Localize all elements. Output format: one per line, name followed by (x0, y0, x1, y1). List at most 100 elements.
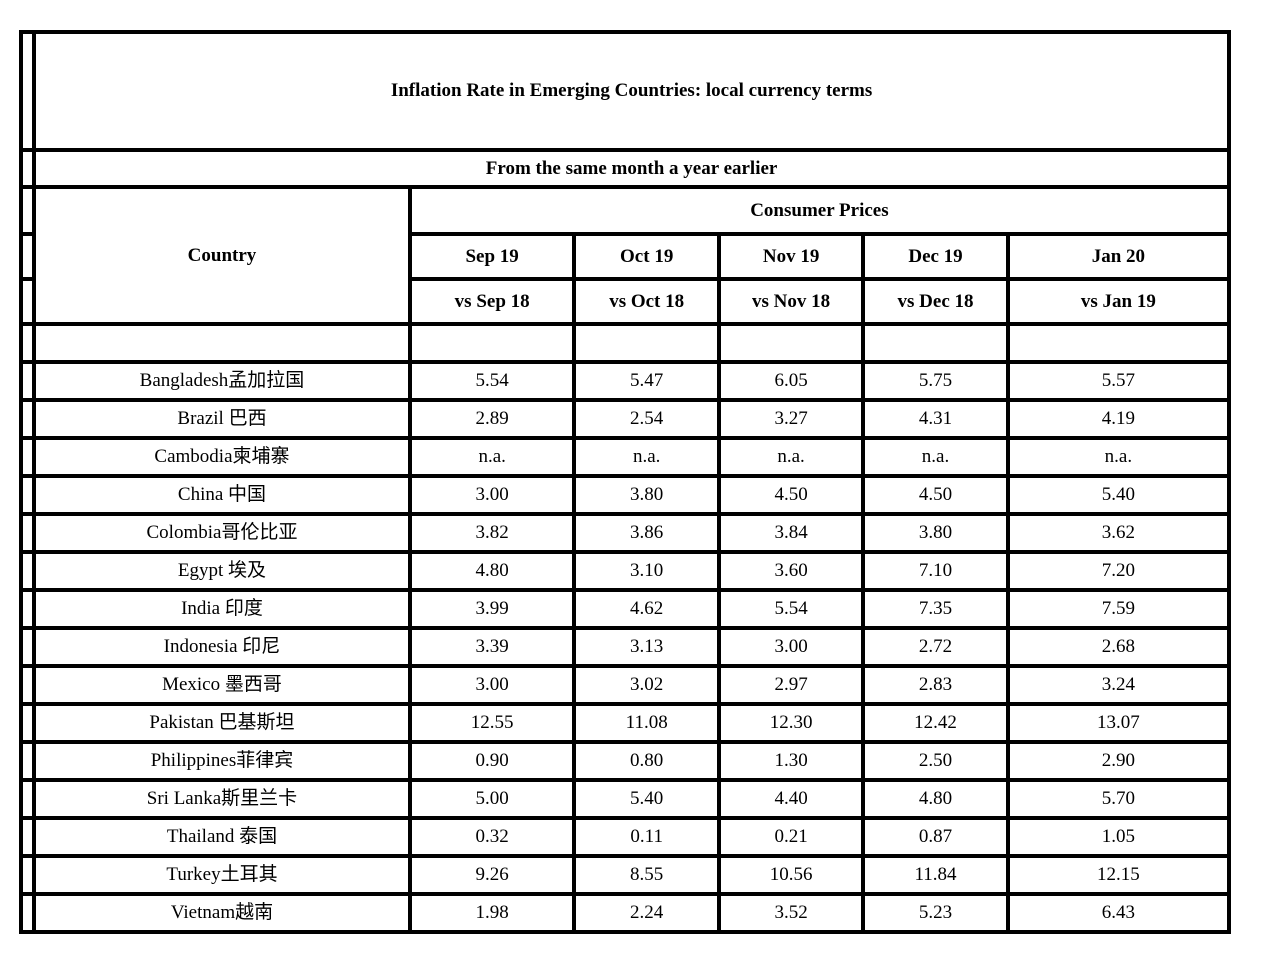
value-cell: 0.11 (572, 816, 721, 858)
value-cell: 7.59 (1005, 588, 1232, 630)
value-cell: 5.40 (1005, 474, 1232, 516)
empty-cell (407, 322, 577, 364)
value-cell: 6.43 (1005, 892, 1232, 934)
gutter-cell (18, 277, 37, 326)
gutter-cell (18, 148, 37, 189)
value-cell: 7.10 (861, 550, 1010, 592)
value-cell: 6.05 (716, 360, 866, 402)
value-cell: 13.07 (1005, 702, 1232, 744)
table-row: Sri Lanka斯里兰卡 5.00 5.40 4.40 4.80 5.70 (18, 778, 1232, 820)
gutter-cell (18, 436, 37, 478)
value-cell: 3.99 (407, 588, 577, 630)
table-row: Cambodia柬埔寨 n.a. n.a. n.a. n.a. n.a. (18, 436, 1232, 478)
value-cell: 0.90 (407, 740, 577, 782)
title-row: Inflation Rate in Emerging Countries: lo… (18, 30, 1231, 152)
gutter-cell (18, 30, 37, 152)
gutter-cell (18, 702, 37, 744)
group-header-row: Country Consumer Prices (18, 185, 1232, 326)
value-cell: 2.24 (572, 892, 721, 934)
value-cell: 5.70 (1005, 778, 1232, 820)
value-cell: 3.84 (716, 512, 866, 554)
value-cell: 4.50 (716, 474, 866, 516)
country-cell: Vietnam越南 (32, 892, 412, 934)
table-row: Bangladesh孟加拉国 5.54 5.47 6.05 5.75 5.57 (18, 360, 1232, 402)
value-cell: 12.30 (716, 702, 866, 744)
value-cell: 2.68 (1005, 626, 1232, 668)
value-cell: 9.26 (407, 854, 577, 896)
value-cell: 3.00 (407, 664, 577, 706)
table-subtitle: From the same month a year earlier (32, 148, 1231, 189)
value-cell: 2.83 (861, 664, 1010, 706)
gutter-cell (18, 854, 37, 896)
gutter-cell (18, 664, 37, 706)
subtitle-row: From the same month a year earlier (18, 148, 1231, 189)
value-cell: 12.42 (861, 702, 1010, 744)
value-cell: 1.30 (716, 740, 866, 782)
value-cell: 3.62 (1005, 512, 1232, 554)
country-cell: Indonesia 印尼 (32, 626, 412, 668)
page-title: Inflation Rate in Emerging Countries: lo… (32, 30, 1231, 152)
gutter-cell (18, 232, 37, 281)
value-cell: 3.82 (407, 512, 577, 554)
table-row: Philippines菲律宾 0.90 0.80 1.30 2.50 2.90 (18, 740, 1232, 782)
country-column-header: Country (32, 185, 412, 326)
gutter-cell (18, 512, 37, 554)
value-cell: 2.50 (861, 740, 1010, 782)
empty-cell (861, 322, 1010, 364)
value-cell: 5.54 (716, 588, 866, 630)
gutter-cell (18, 588, 37, 630)
country-cell: Bangladesh孟加拉国 (32, 360, 412, 402)
gutter-cell (18, 398, 37, 440)
gutter-cell (18, 626, 37, 668)
value-cell: 5.23 (861, 892, 1010, 934)
value-cell: 7.35 (861, 588, 1010, 630)
value-cell: 3.60 (716, 550, 866, 592)
empty-cell (1005, 322, 1232, 364)
value-cell: 2.97 (716, 664, 866, 706)
value-cell: 3.00 (716, 626, 866, 668)
value-cell: 3.86 (572, 512, 721, 554)
country-cell: Colombia哥伦比亚 (32, 512, 412, 554)
value-cell: 3.02 (572, 664, 721, 706)
table-row: Pakistan 巴基斯坦 12.55 11.08 12.30 12.42 13.07 (18, 702, 1232, 744)
table-row: Turkey土耳其 9.26 8.55 10.56 11.84 12.15 (18, 854, 1232, 896)
value-cell: 5.40 (572, 778, 721, 820)
gutter-cell (18, 322, 37, 364)
value-cell: 5.00 (407, 778, 577, 820)
gutter-cell (18, 360, 37, 402)
country-cell: Philippines菲律宾 (32, 740, 412, 782)
vs-header-dec18: vs Dec 18 (861, 277, 1010, 326)
value-cell: 11.84 (861, 854, 1010, 896)
value-cell: 0.21 (716, 816, 866, 858)
spacer-row (18, 322, 1232, 364)
country-cell: Pakistan 巴基斯坦 (32, 702, 412, 744)
value-cell: n.a. (572, 436, 721, 478)
country-cell: China 中国 (32, 474, 412, 516)
value-cell: 3.24 (1005, 664, 1232, 706)
empty-cell (716, 322, 866, 364)
value-cell: 3.80 (861, 512, 1010, 554)
column-header-oct19: Oct 19 (572, 232, 721, 281)
value-cell: 2.89 (407, 398, 577, 440)
country-cell: Thailand 泰国 (32, 816, 412, 858)
value-cell: 11.08 (572, 702, 721, 744)
gutter-cell (18, 740, 37, 782)
value-cell: 3.10 (572, 550, 721, 592)
gutter-cell (18, 816, 37, 858)
value-cell: 0.87 (861, 816, 1010, 858)
value-cell: 3.80 (572, 474, 721, 516)
value-cell: 1.98 (407, 892, 577, 934)
value-cell: 7.20 (1005, 550, 1232, 592)
table-row: Thailand 泰国 0.32 0.11 0.21 0.87 1.05 (18, 816, 1232, 858)
table-header-section: Inflation Rate in Emerging Countries: lo… (18, 30, 1232, 364)
value-cell: n.a. (407, 436, 577, 478)
value-cell: n.a. (1005, 436, 1232, 478)
table-row: India 印度 3.99 4.62 5.54 7.35 7.59 (18, 588, 1232, 630)
country-cell: Mexico 墨西哥 (32, 664, 412, 706)
vs-header-nov18: vs Nov 18 (716, 277, 866, 326)
table-row: Brazil 巴西 2.89 2.54 3.27 4.31 4.19 (18, 398, 1232, 440)
value-cell: 3.13 (572, 626, 721, 668)
value-cell: 8.55 (572, 854, 721, 896)
table-row: China 中国 3.00 3.80 4.50 4.50 5.40 (18, 474, 1232, 516)
inflation-table: Inflation Rate in Emerging Countries: lo… (18, 30, 1232, 934)
